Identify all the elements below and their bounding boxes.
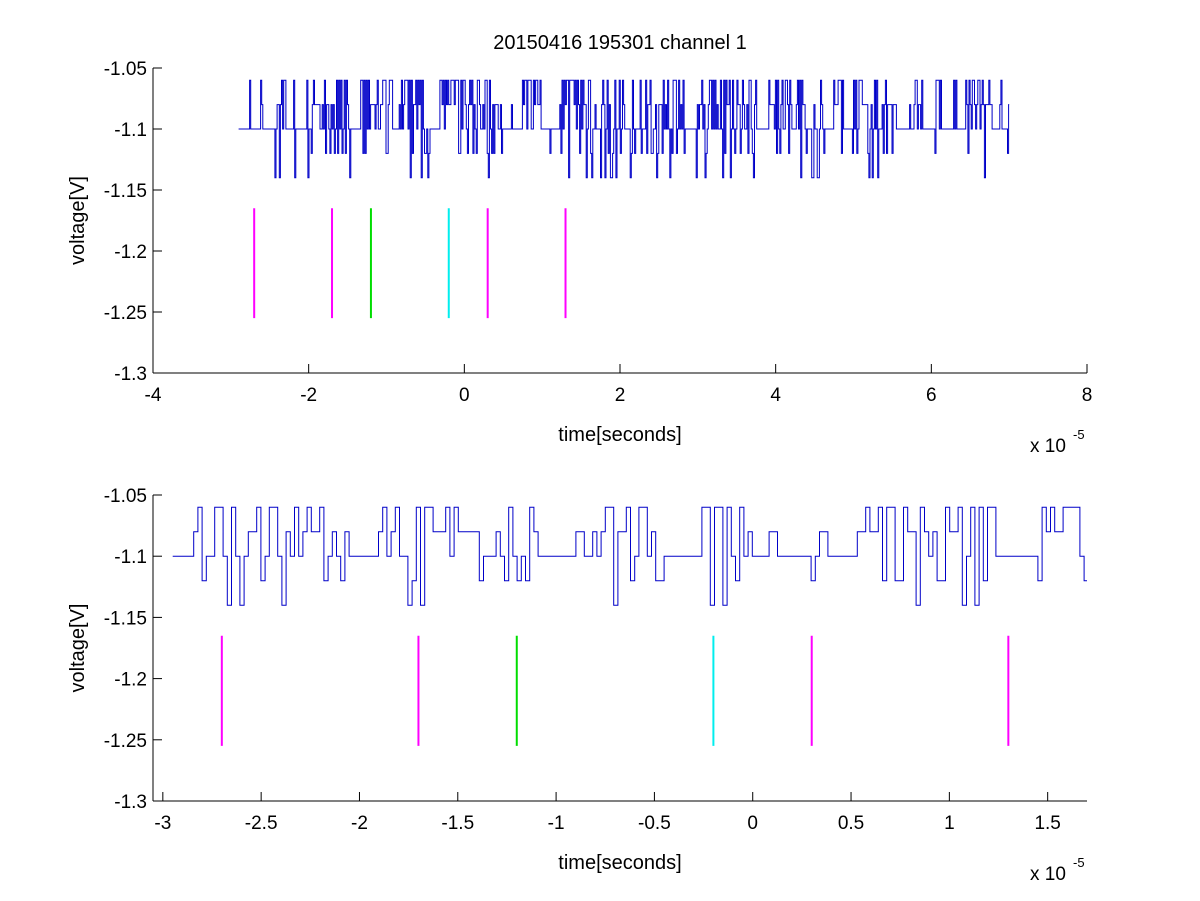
x-tick-label: 0 (459, 385, 470, 406)
x-tick-label: -4 (145, 385, 162, 406)
x-tick-label: -0.5 (638, 813, 671, 834)
x-tick-label: 6 (926, 385, 937, 406)
x-tick-label: 4 (770, 385, 781, 406)
x-tick-label: 8 (1082, 385, 1093, 406)
voltage-trace (238, 79, 1010, 179)
y-tick-label: -1.1 (114, 547, 147, 568)
plot-top: -4 -2 0 2 4 6 8 -1.3 -1.25 -1.2 -1.15 -1.1 -1.05 time… (67, 59, 1092, 457)
x-tick-label: 0.5 (838, 813, 864, 834)
x-tick-label: -2 (351, 813, 368, 834)
x-tick-label: 0 (747, 813, 758, 834)
figure-title: 20150416 195301 channel 1 (493, 32, 747, 54)
voltage-trace (172, 506, 1087, 606)
x-exponent-label: x 10 (1030, 436, 1066, 457)
y-tick-label: -1.1 (114, 120, 147, 141)
y-axis-label: voltage[V] (67, 176, 89, 265)
x-axis-label: time[seconds] (558, 424, 681, 446)
x-axis-label: time[seconds] (558, 852, 681, 874)
x-exponent-label: x 10 (1030, 864, 1066, 885)
y-tick-label: -1.15 (104, 181, 147, 202)
x-exponent-superscript: -5 (1073, 855, 1085, 870)
x-tick-label: -2 (300, 385, 317, 406)
y-tick-label: -1.25 (104, 731, 147, 752)
y-tick-label: -1.2 (114, 670, 147, 691)
y-tick-label: -1.2 (114, 242, 147, 263)
y-axis-label: voltage[V] (67, 604, 89, 693)
y-tick-label: -1.05 (104, 486, 147, 507)
x-tick-label: -1 (548, 813, 565, 834)
x-tick-label: -3 (154, 813, 171, 834)
y-tick-label: -1.25 (104, 303, 147, 324)
y-tick-label: -1.05 (104, 59, 147, 80)
x-tick-label: 1 (944, 813, 955, 834)
x-tick-label: -1.5 (441, 813, 474, 834)
x-tick-label: 1.5 (1034, 813, 1060, 834)
plot-bottom: -3 -2.5 -2 -1.5 -1 -0.5 0 0.5 1 1.5 -1.3 -1.25 -1.2 -… (67, 486, 1087, 885)
x-tick-label: 2 (615, 385, 626, 406)
y-tick-label: -1.15 (104, 608, 147, 629)
y-tick-label: -1.3 (114, 792, 147, 813)
x-tick-label: -2.5 (245, 813, 278, 834)
y-tick-label: -1.3 (114, 364, 147, 385)
x-exponent-superscript: -5 (1073, 427, 1085, 442)
